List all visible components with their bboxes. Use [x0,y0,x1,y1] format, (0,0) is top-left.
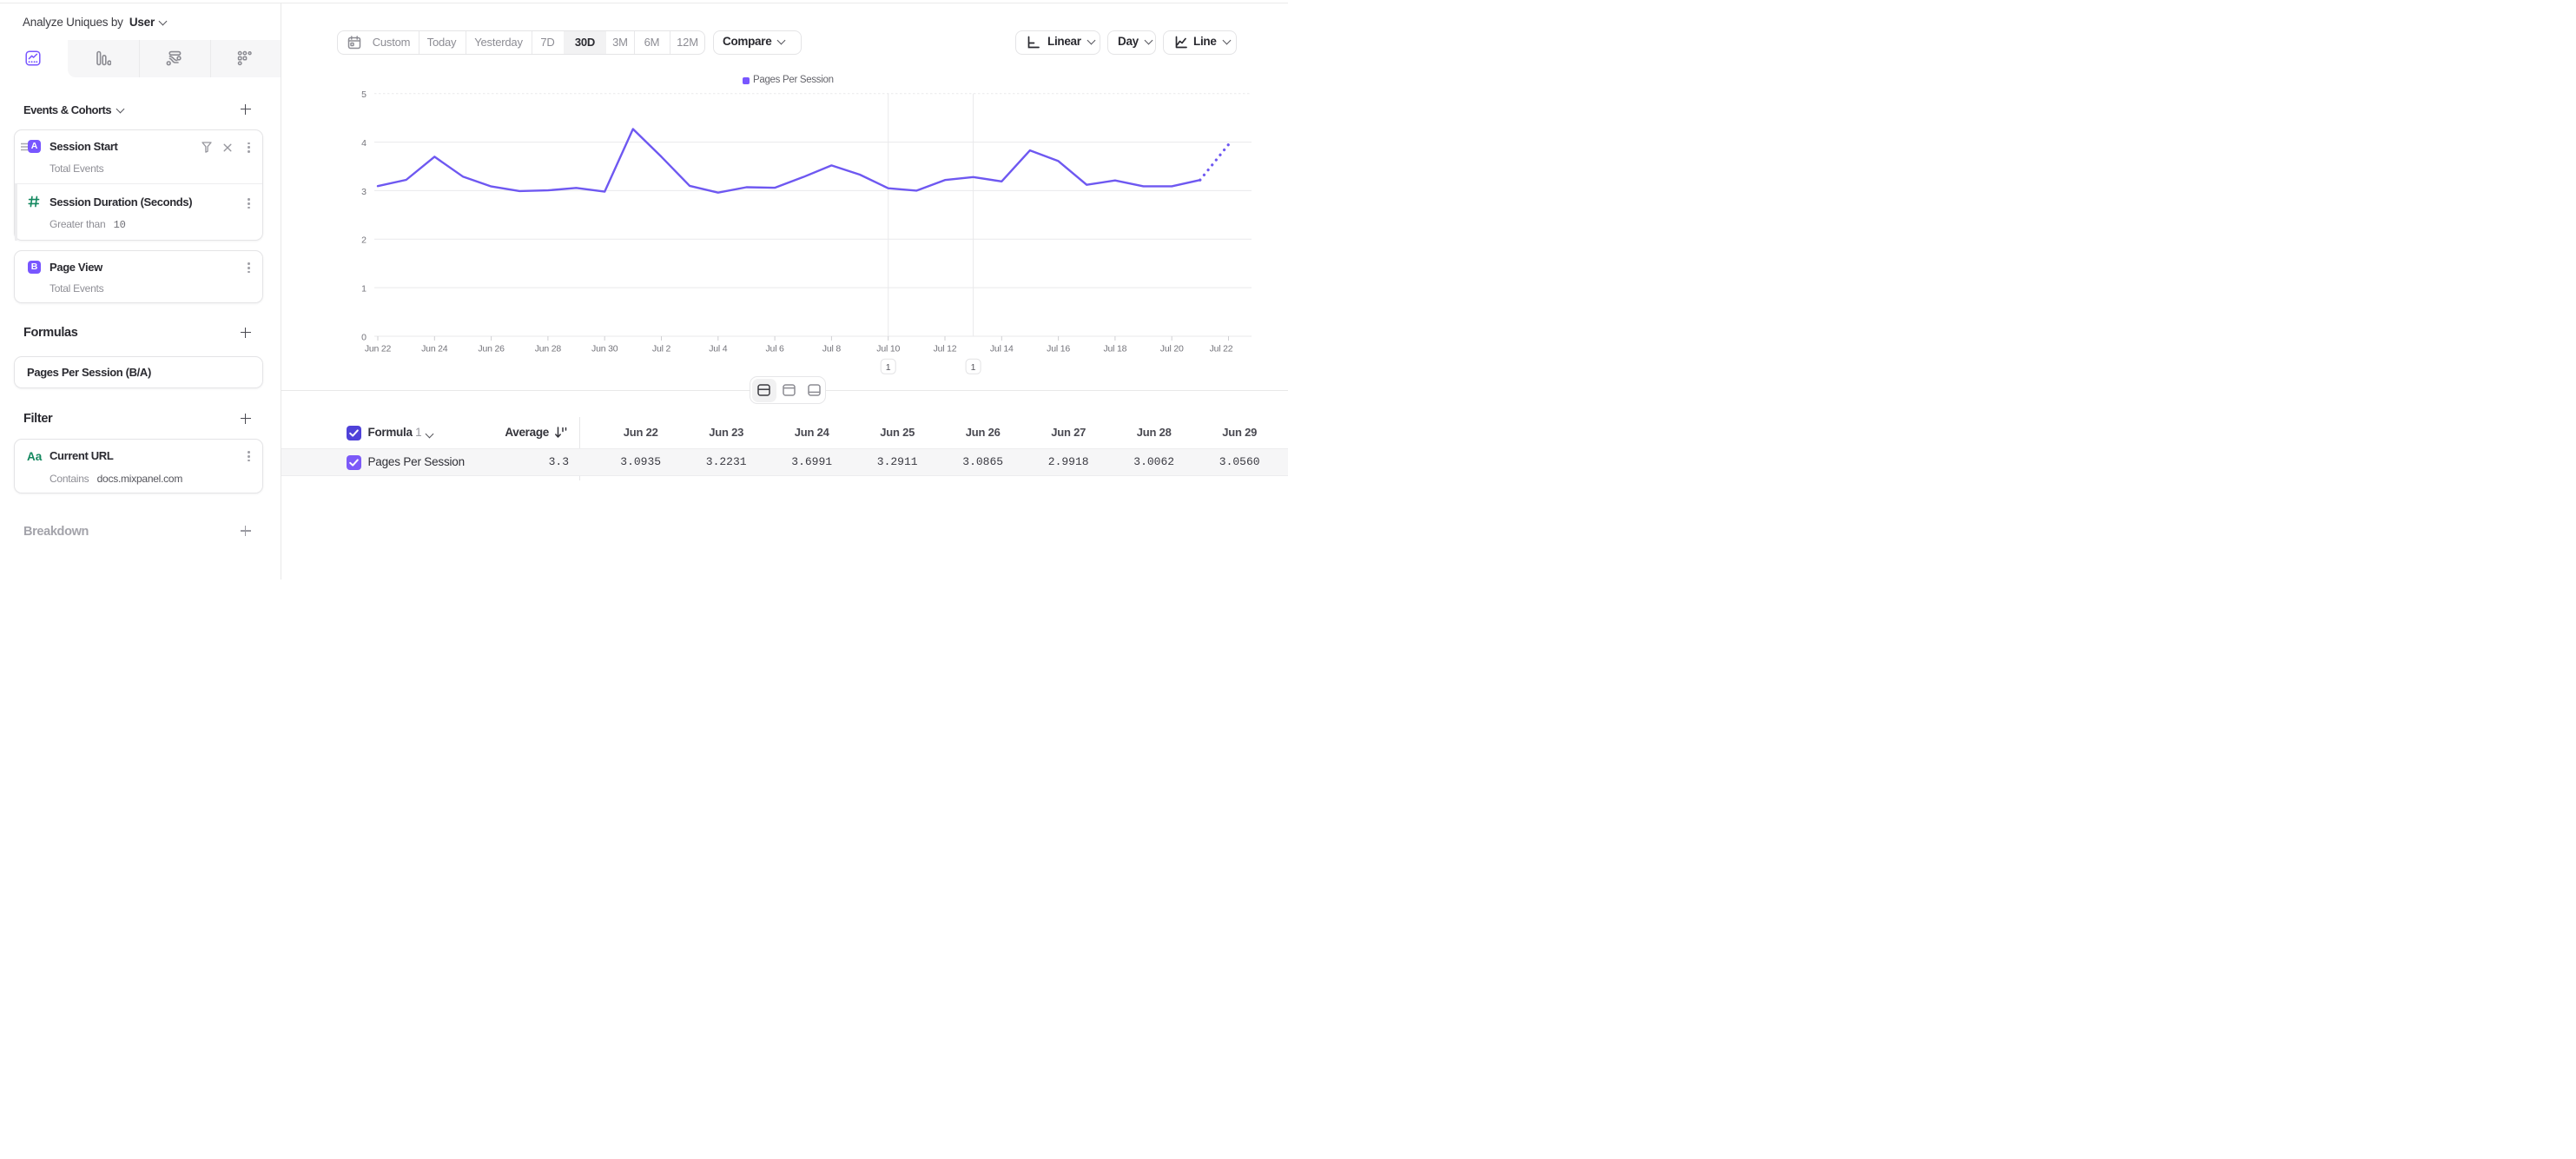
svg-text:4: 4 [361,138,367,149]
svg-text:1: 1 [886,362,891,373]
svg-text:Jul 16: Jul 16 [1047,344,1070,354]
svg-text:Jul 18: Jul 18 [1103,344,1126,354]
svg-text:0: 0 [361,332,367,342]
svg-text:Jun 30: Jun 30 [591,344,618,354]
svg-text:Jul 12: Jul 12 [934,344,957,354]
svg-text:Jun 26: Jun 26 [478,344,505,354]
svg-text:Jul 14: Jul 14 [990,344,1014,354]
svg-text:Jul 22: Jul 22 [1210,344,1233,354]
svg-text:Jul 4: Jul 4 [709,344,728,354]
svg-text:Jun 28: Jun 28 [535,344,562,354]
svg-text:Jun 24: Jun 24 [421,344,448,354]
svg-text:Jul 20: Jul 20 [1160,344,1184,354]
svg-text:1: 1 [971,362,976,373]
svg-text:Jul 8: Jul 8 [822,344,842,354]
svg-text:2: 2 [361,235,367,246]
svg-text:3: 3 [361,187,367,197]
svg-text:Jul 6: Jul 6 [766,344,785,354]
svg-text:Jul 10: Jul 10 [876,344,900,354]
svg-text:Jul 2: Jul 2 [652,344,671,354]
svg-text:1: 1 [361,284,367,295]
svg-text:5: 5 [361,89,367,100]
svg-text:Jun 22: Jun 22 [365,344,392,354]
